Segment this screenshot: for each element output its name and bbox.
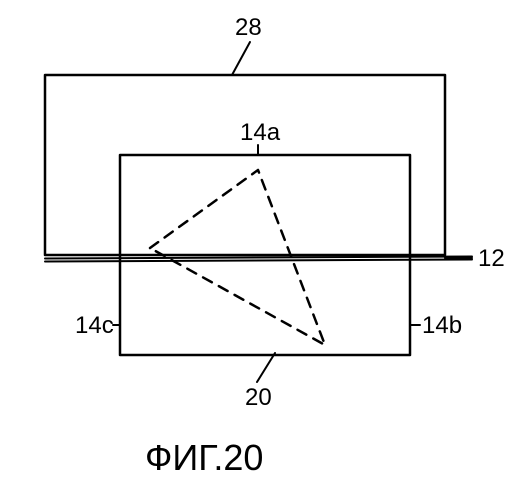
- label-14b: 14b: [422, 312, 462, 339]
- leader-20: [257, 353, 275, 382]
- labels: 28 14a 12 14b 14c 20: [75, 14, 505, 411]
- leaders: [113, 42, 472, 382]
- leader-28: [232, 42, 250, 75]
- divider-line-top: [45, 257, 472, 259]
- label-12: 12: [478, 245, 505, 272]
- divider-line-bot: [45, 260, 472, 262]
- label-14a: 14a: [240, 119, 281, 146]
- figure-caption: ФИГ.20: [145, 437, 263, 478]
- figure-diagram: 28 14a 12 14b 14c 20 ФИГ.20: [0, 0, 523, 500]
- label-28: 28: [235, 14, 262, 41]
- outer-rect: [45, 75, 445, 255]
- label-20: 20: [245, 384, 272, 411]
- label-14c: 14c: [75, 312, 114, 339]
